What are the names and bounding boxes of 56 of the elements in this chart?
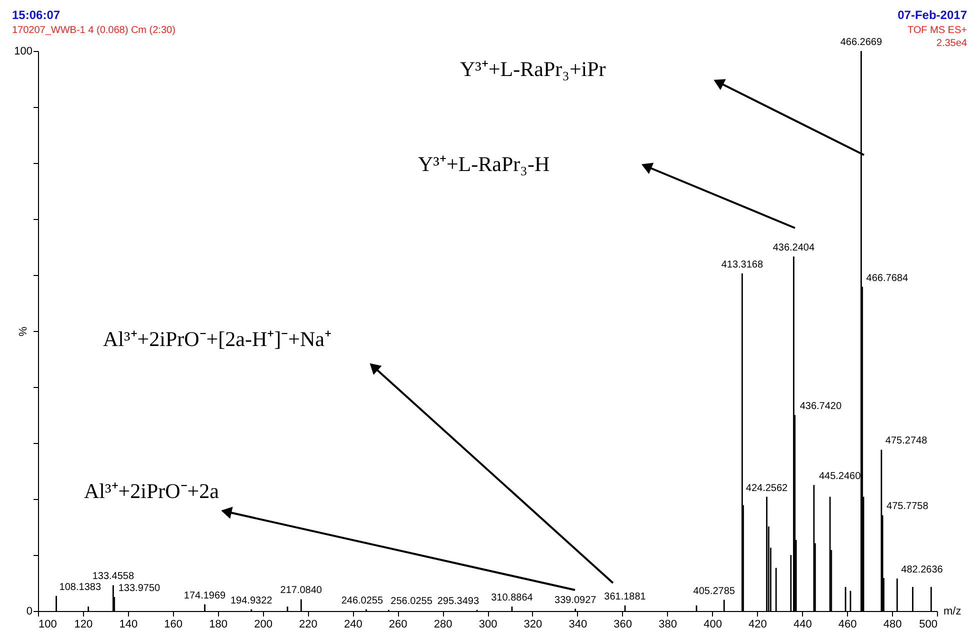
annotation: 361.1881	[604, 591, 646, 602]
x-tick-label: 300	[478, 618, 498, 630]
annotation: 339.0927	[554, 594, 597, 606]
x-tick-label: 400	[704, 618, 722, 630]
annotation: 445.2460	[818, 471, 862, 482]
annotation: 436.7420	[800, 401, 842, 412]
annotation: 133.4558	[92, 571, 134, 582]
annotation: Al³⁺+2iPrO⁻+[2a-H⁺]⁻+Na⁺	[103, 327, 332, 351]
x-tick-label: 100	[38, 618, 57, 630]
annotation: Y³⁺+L-RaPr₃-H	[418, 152, 550, 176]
x-tick-label: 500	[919, 618, 938, 630]
annotation: 436.2404	[772, 242, 815, 254]
x-tick-label: 120	[74, 618, 93, 630]
x-tick-label: 440	[793, 618, 812, 630]
text: 2.35e4	[936, 38, 967, 49]
x-tick-label: 380	[658, 618, 677, 630]
annotation: 256.0255	[390, 596, 433, 607]
x-tick-label: 280	[434, 618, 452, 630]
x-tick-label: 240	[344, 618, 362, 630]
x-axis-title: m/z	[944, 606, 962, 618]
x-tick-label: 260	[388, 618, 408, 630]
annotation: 108.1383	[59, 582, 102, 593]
x-tick-label: 160	[164, 618, 183, 630]
annotation: 466.2669	[840, 37, 882, 48]
annotation: 246.0255	[341, 595, 384, 606]
annotation: 310.8864	[491, 592, 534, 604]
annotation: Al³⁺+2iPrO⁻+2a	[84, 479, 220, 503]
x-tick-label: 460	[838, 618, 857, 630]
x-tick-label: 480	[883, 618, 902, 630]
annotation: 405.2785	[693, 586, 736, 597]
x-tick-label: 180	[209, 618, 228, 630]
x-tick-label: 340	[568, 618, 588, 630]
y-tick-label: 0	[26, 606, 32, 618]
text: TOF MS ES+	[907, 25, 967, 36]
x-tick-label: 140	[119, 618, 138, 630]
annotation: Y³⁺+L-RaPr₃+iPr	[460, 57, 606, 81]
annotation: 194.9322	[230, 595, 273, 606]
annotation: 466.7684	[866, 272, 908, 284]
y-axis-title: %	[18, 326, 30, 336]
annotation: 217.0840	[280, 585, 322, 596]
text: 170207_WWB-1 4 (0.068) Cm (2:30)	[12, 25, 176, 36]
x-tick-label: 200	[254, 618, 272, 630]
annotation: 482.2636	[901, 564, 944, 576]
text: 15:06:07	[12, 8, 60, 22]
annotation: 413.3168	[721, 259, 764, 270]
annotation: 424.2562	[746, 482, 788, 494]
x-tick-label: 320	[524, 618, 542, 630]
annotation: 174.1969	[184, 590, 226, 602]
x-tick-label: 420	[748, 618, 767, 630]
annotation: 295.3493	[437, 596, 480, 607]
annotation: 475.2748	[885, 436, 928, 447]
text: 07-Feb-2017	[898, 8, 967, 22]
annotation: 133.9750	[118, 583, 161, 594]
annotation: 475.7758	[886, 501, 929, 512]
x-tick-label: 220	[299, 618, 318, 630]
x-tick-label: 360	[614, 618, 632, 630]
